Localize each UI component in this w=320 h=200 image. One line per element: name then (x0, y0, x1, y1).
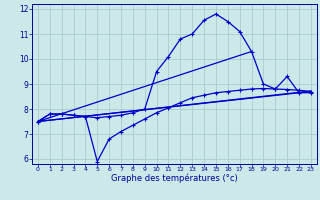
X-axis label: Graphe des températures (°c): Graphe des températures (°c) (111, 174, 238, 183)
